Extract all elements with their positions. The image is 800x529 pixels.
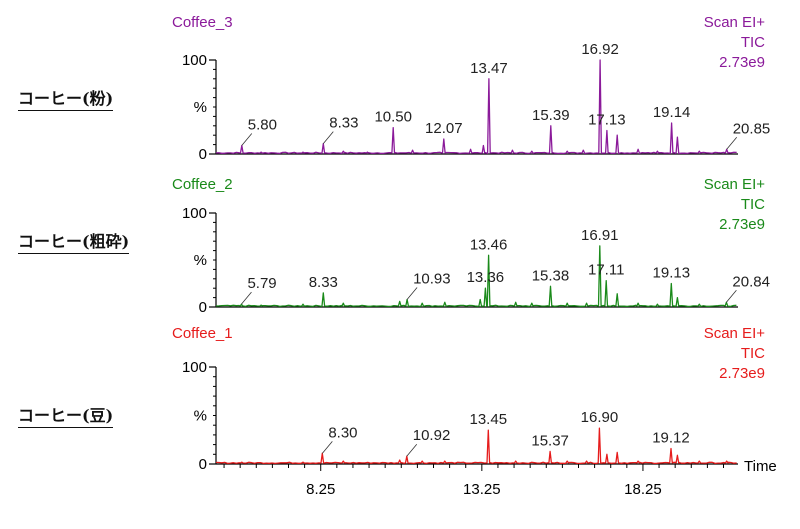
peak-label: 19.12 (652, 429, 690, 446)
peak-label: 15.38 (532, 267, 570, 284)
intensity-label: 2.73e9 (719, 365, 765, 382)
peak-label: 19.14 (653, 104, 691, 121)
peak-label: 10.50 (374, 109, 412, 126)
trace-line (215, 245, 737, 308)
intensity-label: 2.73e9 (719, 216, 765, 233)
peak-label: 16.91 (581, 227, 619, 244)
y-axis-label: % (194, 99, 207, 116)
peak-label: 13.45 (470, 411, 508, 428)
peak-leader (406, 287, 418, 300)
y-tick-label: 100 (182, 359, 207, 376)
peak-label: 10.93 (413, 270, 451, 287)
scan-label: Scan EI+ (704, 325, 766, 342)
trace-name: Coffee_2 (172, 176, 233, 193)
peak-leader (406, 443, 418, 457)
peak-leader (322, 131, 334, 144)
peak-label: 12.07 (425, 120, 463, 137)
peak-leader (322, 441, 333, 454)
x-tick-label: 13.25 (463, 481, 501, 498)
tic-label: TIC (741, 345, 765, 362)
peak-label: 13.47 (470, 60, 508, 77)
peak-label: 17.11 (588, 262, 624, 279)
peak-label: 13.46 (470, 236, 508, 253)
peak-label: 20.84 (732, 273, 770, 290)
tic-label: TIC (741, 34, 765, 51)
peak-label: 5.80 (248, 117, 277, 134)
y-axis-label: % (194, 408, 207, 425)
y-tick-label: 100 (182, 205, 207, 222)
peak-label: 16.90 (581, 409, 619, 426)
side-label-coarse: コーヒー(粗砕) (18, 228, 130, 254)
peak-label: 16.92 (581, 41, 619, 58)
side-label-bean: コーヒー(豆) (18, 402, 114, 428)
peak-leader (726, 137, 738, 150)
peak-label: 8.30 (328, 424, 357, 441)
y-tick-label: 100 (182, 52, 207, 69)
intensity-label: 2.73e9 (719, 54, 765, 71)
tic-label: TIC (741, 196, 765, 213)
peak-leader (241, 133, 253, 146)
trace-line (215, 427, 737, 465)
scan-label: Scan EI+ (704, 14, 766, 31)
side-label-powder: コーヒー(粉) (18, 85, 114, 111)
peak-leader (241, 291, 252, 305)
trace-name: Coffee_1 (172, 325, 233, 342)
y-axis-label: % (194, 252, 207, 269)
peak-label: 13.36 (467, 269, 505, 286)
peak-label: 10.92 (413, 427, 451, 444)
peak-label: 5.79 (247, 275, 276, 292)
peak-label: 17.13 (588, 112, 626, 129)
peak-label: 8.33 (329, 115, 358, 132)
x-tick-label: 8.25 (306, 481, 335, 498)
x-tick-label: 18.25 (624, 481, 662, 498)
peak-leader (726, 290, 737, 303)
y-tick-label: 0 (199, 146, 207, 163)
y-tick-label: 0 (199, 456, 207, 473)
y-tick-label: 0 (199, 299, 207, 316)
x-axis-label: Time (744, 458, 777, 475)
peak-label: 15.39 (532, 107, 570, 124)
peak-label: 8.33 (309, 274, 338, 291)
trace-name: Coffee_3 (172, 14, 233, 31)
trace-line (215, 59, 737, 155)
scan-label: Scan EI+ (704, 176, 766, 193)
peak-label: 19.13 (653, 265, 691, 282)
peak-label: 20.85 (733, 120, 771, 137)
peak-label: 15.37 (531, 432, 569, 449)
